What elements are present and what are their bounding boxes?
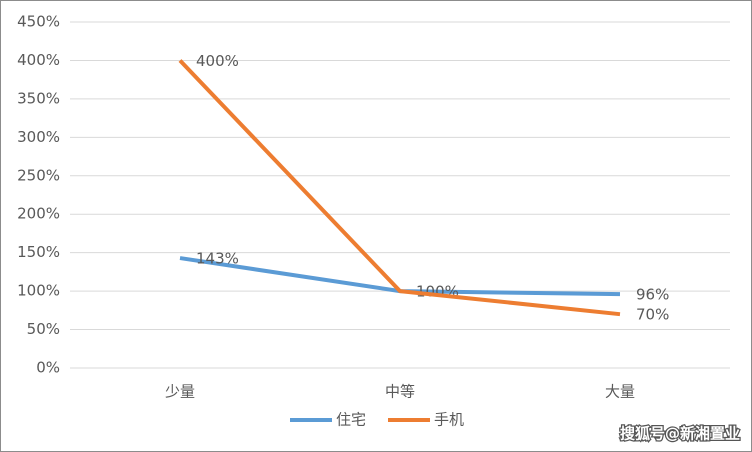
x-tick-label: 大量 xyxy=(605,383,635,401)
y-tick-label: 400% xyxy=(17,51,60,69)
y-tick-label: 150% xyxy=(17,243,60,261)
y-tick-label: 200% xyxy=(17,205,60,223)
data-label: 70% xyxy=(636,306,669,324)
y-tick-label: 50% xyxy=(27,320,60,338)
series-line xyxy=(178,59,621,317)
y-tick-label: 300% xyxy=(17,128,60,146)
legend-label: 住宅 xyxy=(336,411,366,429)
legend-label: 手机 xyxy=(434,411,464,429)
y-tick-label: 100% xyxy=(17,282,60,300)
data-label: 400% xyxy=(196,52,239,70)
y-tick-label: 350% xyxy=(17,89,60,107)
y-tick-label: 250% xyxy=(17,166,60,184)
x-tick-label: 少量 xyxy=(165,383,195,401)
data-label: 96% xyxy=(636,286,669,304)
watermark: 搜狐号@新湘置业 xyxy=(620,425,740,443)
y-tick-label: 450% xyxy=(17,13,60,31)
data-label: 143% xyxy=(196,250,239,268)
y-tick-label: 0% xyxy=(36,359,60,377)
x-tick-label: 中等 xyxy=(385,383,415,401)
